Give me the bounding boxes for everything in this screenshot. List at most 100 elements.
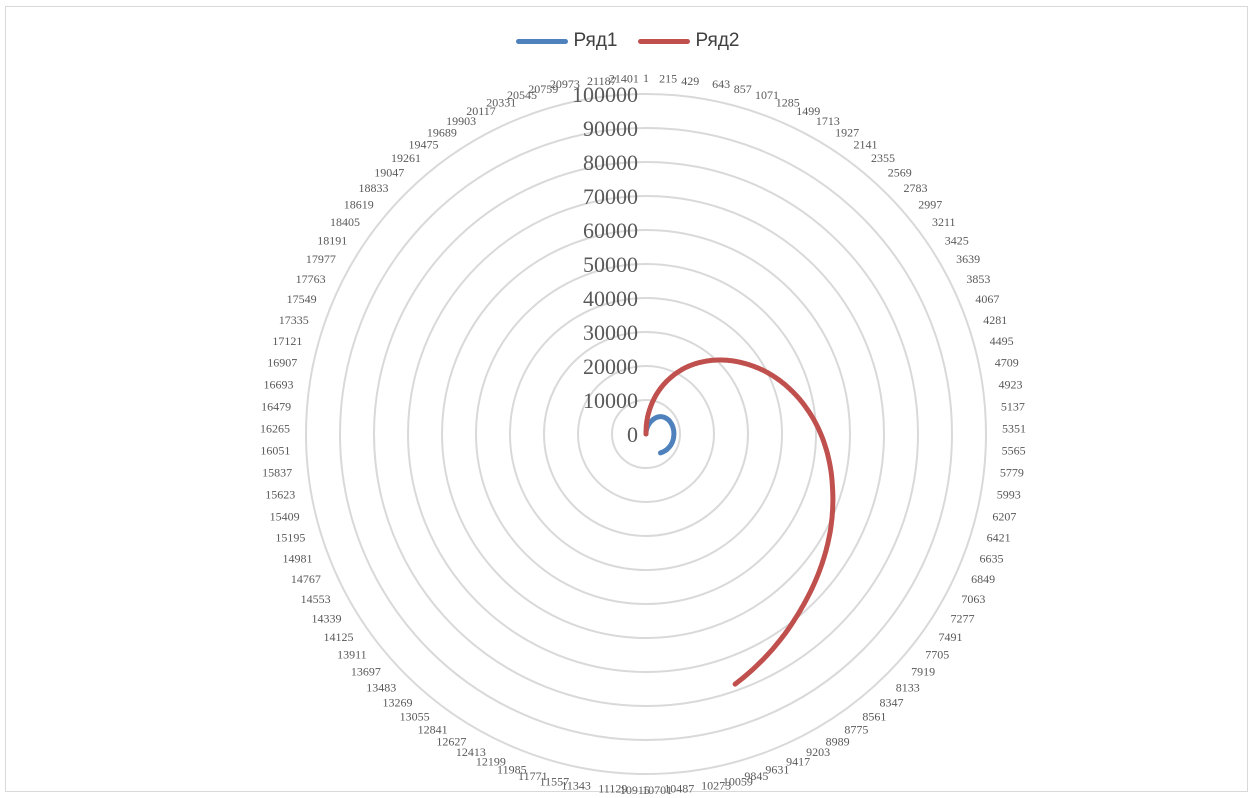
category-label: 6849 <box>971 572 995 586</box>
chart-frame <box>5 6 1248 792</box>
category-label: 16907 <box>267 356 297 370</box>
category-label: 4067 <box>975 292 999 306</box>
radial-tick-label: 100000 <box>572 82 638 107</box>
category-label: 12841 <box>418 723 448 737</box>
category-label: 2569 <box>888 166 912 180</box>
legend: Ряд1 Ряд2 <box>0 30 1255 52</box>
category-label: 1071 <box>755 88 779 102</box>
radial-tick-label: 20000 <box>583 354 638 379</box>
category-label: 20331 <box>486 96 516 110</box>
category-label: 16693 <box>264 377 294 391</box>
category-label: 19689 <box>427 125 457 139</box>
category-label: 15837 <box>262 466 292 480</box>
category-label: 10059 <box>723 775 753 789</box>
category-label: 5137 <box>1001 399 1025 413</box>
category-label: 6207 <box>992 509 1016 523</box>
radial-tick-label: 90000 <box>583 116 638 141</box>
category-label: 18833 <box>359 181 389 195</box>
category-label: 4923 <box>999 377 1023 391</box>
category-label: 643 <box>712 77 730 91</box>
category-label: 3425 <box>945 233 969 247</box>
radial-tick-label: 50000 <box>583 252 638 277</box>
category-label: 17549 <box>287 292 317 306</box>
category-label: 857 <box>734 82 752 96</box>
category-label: 14125 <box>324 630 354 644</box>
category-label: 7705 <box>925 648 949 662</box>
category-label: 9417 <box>786 754 810 768</box>
grid-circle <box>407 195 885 673</box>
category-label: 13055 <box>400 710 430 724</box>
radial-tick-label: 10000 <box>583 388 638 413</box>
category-label: 18405 <box>330 215 360 229</box>
legend-label-series-1: Ряд1 <box>573 30 618 51</box>
category-label: 7491 <box>939 630 963 644</box>
grid-circle <box>339 127 953 741</box>
category-label: 14767 <box>291 572 321 586</box>
series-line-1 <box>643 414 677 456</box>
category-label: 1713 <box>816 114 840 128</box>
category-label: 20759 <box>528 82 558 96</box>
category-label: 3211 <box>932 215 956 229</box>
category-label: 5779 <box>1000 466 1024 480</box>
category-label: 8989 <box>826 734 850 748</box>
category-label: 16265 <box>260 422 290 436</box>
grid-circle <box>509 297 783 571</box>
category-label: 8775 <box>844 723 868 737</box>
category-label: 10487 <box>664 782 694 796</box>
radial-tick-label: 70000 <box>583 184 638 209</box>
category-label: 5565 <box>1002 444 1026 458</box>
category-label: 13697 <box>351 665 381 679</box>
category-label: 4495 <box>990 334 1014 348</box>
category-label: 7277 <box>951 611 975 625</box>
category-label: 2997 <box>918 198 942 212</box>
category-label: 1 <box>643 71 649 85</box>
category-label: 18619 <box>344 198 374 212</box>
category-label: 429 <box>681 74 699 88</box>
category-label: 17335 <box>279 313 309 327</box>
category-label: 20545 <box>507 88 537 102</box>
radial-tick-label: 80000 <box>583 150 638 175</box>
category-label: 10701 <box>642 783 672 797</box>
category-label: 21401 <box>609 72 639 86</box>
category-label: 12627 <box>436 734 466 748</box>
category-label: 14553 <box>301 592 331 606</box>
category-label: 15623 <box>265 488 295 502</box>
category-label: 1927 <box>835 125 859 139</box>
radial-tick-label: 0 <box>627 422 638 447</box>
grid-circle <box>305 93 987 775</box>
category-label: 17121 <box>272 334 302 348</box>
category-label: 18191 <box>317 233 347 247</box>
category-label: 12199 <box>476 754 506 768</box>
category-label: 6421 <box>987 531 1011 545</box>
category-label: 9845 <box>744 769 768 783</box>
category-label: 3639 <box>956 252 980 266</box>
category-label: 4709 <box>995 356 1019 370</box>
category-label: 10915 <box>620 783 650 797</box>
radial-tick-label: 60000 <box>583 218 638 243</box>
category-label: 11985 <box>497 762 527 776</box>
category-label: 4281 <box>983 313 1007 327</box>
grid-circle <box>543 331 749 537</box>
category-label: 8347 <box>880 696 904 710</box>
category-label: 9203 <box>806 745 830 759</box>
category-label: 15409 <box>270 509 300 523</box>
category-label: 13269 <box>383 696 413 710</box>
category-label: 1285 <box>776 96 800 110</box>
category-label: 2355 <box>871 151 895 165</box>
grid-circle <box>577 365 715 503</box>
category-label: 2783 <box>904 181 928 195</box>
legend-item-series-1: Ряд1 <box>515 30 618 52</box>
category-label: 11557 <box>540 775 570 789</box>
category-label: 11771 <box>518 769 548 783</box>
category-label: 21187 <box>587 74 617 88</box>
category-label: 13911 <box>337 648 367 662</box>
category-label: 8133 <box>896 681 920 695</box>
grid-circle <box>441 229 851 639</box>
radial-tick-label: 30000 <box>583 320 638 345</box>
legend-item-series-2: Ряд2 <box>637 30 739 52</box>
grid-circle <box>373 161 919 707</box>
category-label: 215 <box>659 72 677 86</box>
grid-circle <box>475 263 817 605</box>
series-line-2 <box>643 357 836 687</box>
